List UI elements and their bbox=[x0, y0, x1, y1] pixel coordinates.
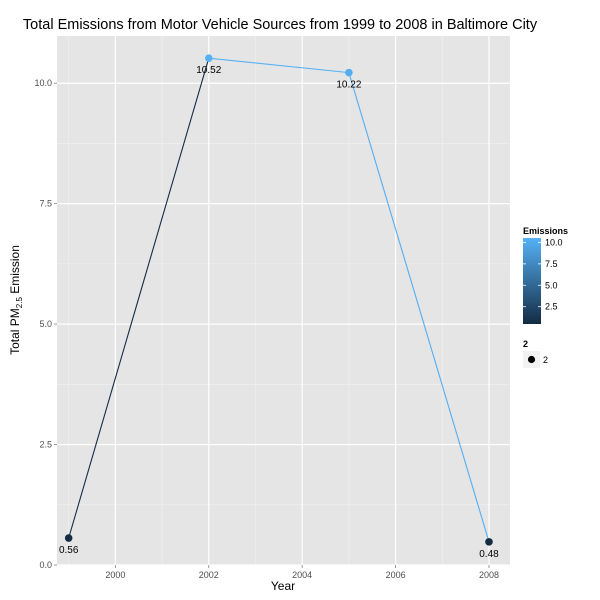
y-axis-title-prefix: Total PM bbox=[8, 308, 22, 355]
y-axis-ticks: 0.0 2.5 5.0 7.5 10.0 bbox=[34, 78, 57, 570]
x-axis-title: Year bbox=[271, 579, 295, 593]
x-tick-label: 2004 bbox=[292, 570, 312, 580]
legend-size-key-point bbox=[527, 355, 536, 364]
legend-color-title: Emissions bbox=[523, 226, 568, 236]
series-points bbox=[64, 54, 493, 546]
colorbar-tick-label: 10.0 bbox=[545, 237, 563, 247]
y-axis-title-subscript: 2.5 bbox=[15, 297, 24, 309]
x-tick-label: 2002 bbox=[199, 570, 219, 580]
colorbar-tick-label: 2.5 bbox=[545, 302, 558, 312]
data-label: 10.22 bbox=[336, 80, 361, 91]
data-label: 10.52 bbox=[196, 65, 221, 76]
legend-size-label: 2 bbox=[543, 355, 548, 365]
line-segment bbox=[68, 58, 210, 539]
y-tick-label: 10.0 bbox=[34, 78, 52, 88]
y-tick-label: 5.0 bbox=[39, 319, 52, 329]
legend: Emissions 2.5 5.0 7.5 10.0 2 2 bbox=[523, 226, 568, 368]
chart-title: Total Emissions from Motor Vehicle Sourc… bbox=[23, 17, 538, 33]
legend-colorbar-ticks: 2.5 5.0 7.5 10.0 bbox=[523, 237, 563, 312]
data-label: 0.48 bbox=[479, 549, 499, 560]
x-tick-label: 2006 bbox=[386, 570, 406, 580]
y-tick-label: 0.0 bbox=[39, 560, 52, 570]
data-point bbox=[64, 534, 73, 542]
series-line bbox=[68, 57, 490, 543]
legend-size-title: 2 bbox=[523, 339, 528, 349]
minor-gridlines bbox=[57, 36, 510, 565]
x-axis-ticks: 2000 2002 2004 2006 2008 bbox=[105, 565, 499, 580]
y-tick-label: 2.5 bbox=[39, 440, 52, 450]
major-gridlines bbox=[57, 36, 510, 566]
plot-panel bbox=[57, 36, 510, 565]
colorbar-tick-label: 5.0 bbox=[545, 280, 558, 290]
colorbar-tick-label: 7.5 bbox=[545, 259, 558, 269]
data-label: 0.56 bbox=[59, 545, 79, 556]
data-point bbox=[345, 68, 353, 77]
data-point bbox=[485, 538, 493, 546]
line-segment bbox=[208, 57, 349, 74]
line-segment bbox=[348, 72, 490, 543]
data-point bbox=[204, 54, 213, 62]
x-tick-label: 2000 bbox=[105, 570, 125, 580]
y-axis-title: Total PM2.5 Emission bbox=[8, 245, 24, 355]
y-axis-title-suffix: Emission bbox=[8, 245, 22, 297]
legend-colorbar bbox=[523, 238, 541, 324]
y-tick-label: 7.5 bbox=[39, 199, 52, 209]
x-tick-label: 2008 bbox=[479, 570, 499, 580]
data-labels: 0.56 10.52 10.22 0.48 bbox=[59, 65, 499, 560]
